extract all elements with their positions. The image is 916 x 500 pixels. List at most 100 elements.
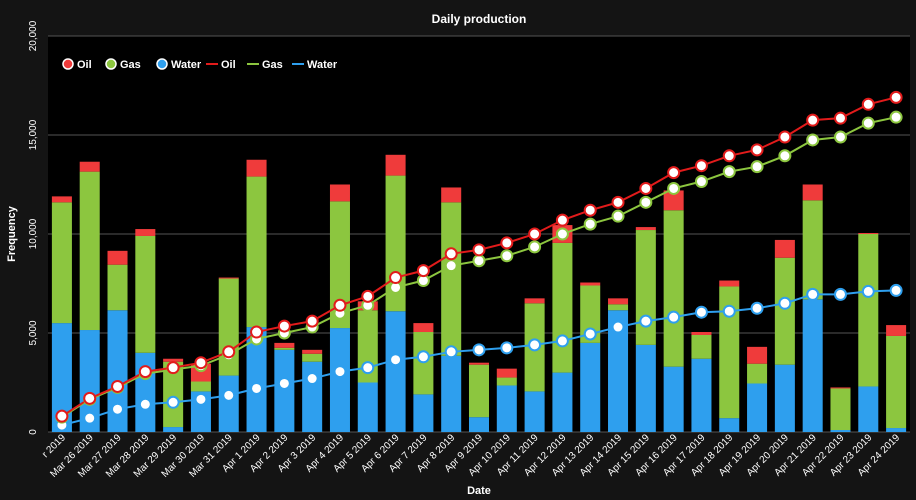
point-oil[interactable] [722,149,736,163]
bar-water[interactable] [635,344,656,432]
point-water[interactable] [389,353,403,367]
bar-gas[interactable] [719,286,740,419]
point-gas[interactable] [806,133,820,147]
point-water[interactable] [333,365,347,379]
bar-water[interactable] [329,328,350,432]
point-water[interactable] [889,283,903,297]
point-oil[interactable] [611,195,625,209]
bar-gas[interactable] [135,235,156,353]
bar-water[interactable] [107,310,128,432]
point-oil[interactable] [889,90,903,104]
point-water[interactable] [528,338,542,352]
point-oil[interactable] [277,319,291,333]
point-gas[interactable] [667,181,681,195]
point-oil[interactable] [750,143,764,157]
point-oil[interactable] [555,213,569,227]
point-gas[interactable] [500,249,514,263]
bar-water[interactable] [580,342,601,432]
point-oil[interactable] [778,130,792,144]
point-gas[interactable] [889,110,903,124]
bar-oil[interactable] [302,349,323,354]
bar-water[interactable] [357,382,378,433]
bar-oil[interactable] [830,387,851,389]
point-water[interactable] [83,411,97,425]
point-gas[interactable] [444,259,458,273]
bar-oil[interactable] [51,196,72,203]
bar-water[interactable] [663,366,684,432]
bar-water[interactable] [886,428,907,432]
bar-oil[interactable] [635,227,656,231]
point-gas[interactable] [583,217,597,231]
bar-gas[interactable] [496,377,517,386]
bar-water[interactable] [830,430,851,432]
legend-label-water[interactable]: Water [171,59,202,71]
legend[interactable]: Oil Gas Water Oil Gas Water [62,58,338,71]
bar-gas[interactable] [552,242,573,373]
legend-label-gas[interactable]: Gas [120,59,141,71]
point-water[interactable] [250,381,264,395]
bar-oil[interactable] [329,184,350,202]
bar-oil[interactable] [719,280,740,287]
point-water[interactable] [555,334,569,348]
bar-gas[interactable] [441,202,462,356]
bar-oil[interactable] [747,346,768,364]
point-water[interactable] [277,376,291,390]
bar-water[interactable] [218,375,239,432]
point-water[interactable] [194,392,208,406]
bar-oil[interactable] [663,190,684,211]
point-oil[interactable] [389,271,403,285]
point-water[interactable] [806,287,820,301]
bar-oil[interactable] [691,332,712,335]
point-water[interactable] [361,361,375,375]
bar-water[interactable] [747,383,768,432]
bar-oil[interactable] [135,229,156,236]
point-oil[interactable] [833,111,847,125]
point-gas[interactable] [611,209,625,223]
legend-marker-gas[interactable] [105,58,117,70]
bar-gas[interactable] [608,304,629,311]
bar-water[interactable] [691,358,712,432]
point-oil[interactable] [472,243,486,257]
bar-gas[interactable] [107,264,128,311]
bar-gas[interactable] [635,230,656,345]
bar-water[interactable] [274,349,295,432]
point-oil[interactable] [111,379,125,393]
bar-gas[interactable] [747,363,768,384]
bar-gas[interactable] [190,381,211,392]
bar-gas[interactable] [274,347,295,350]
bar-water[interactable] [802,299,823,432]
point-oil[interactable] [639,181,653,195]
bar-water[interactable] [51,323,72,432]
bar-oil[interactable] [218,277,239,279]
bar-gas[interactable] [79,171,100,331]
point-gas[interactable] [722,165,736,179]
bar-water[interactable] [719,418,740,432]
point-gas[interactable] [778,149,792,163]
bar-gas[interactable] [580,285,601,343]
bar-gas[interactable] [691,334,712,359]
point-water[interactable] [416,350,430,364]
bar-water[interactable] [135,352,156,432]
point-water[interactable] [833,287,847,301]
point-oil[interactable] [694,159,708,173]
point-oil[interactable] [806,113,820,127]
point-oil[interactable] [416,264,430,278]
bar-gas[interactable] [802,200,823,300]
bar-water[interactable] [441,355,462,432]
bar-oil[interactable] [608,298,629,305]
bar-oil[interactable] [107,250,128,265]
point-gas[interactable] [861,116,875,130]
point-oil[interactable] [194,356,208,370]
point-oil[interactable] [861,97,875,111]
bar-gas[interactable] [663,210,684,367]
point-gas[interactable] [750,160,764,174]
bar-oil[interactable] [441,187,462,203]
point-gas[interactable] [694,175,708,189]
bar-oil[interactable] [858,233,879,234]
legend-label-gas[interactable]: Gas [262,59,283,71]
bar-oil[interactable] [802,184,823,201]
point-water[interactable] [583,327,597,341]
bar-oil[interactable] [79,161,100,172]
point-oil[interactable] [166,361,180,375]
point-oil[interactable] [55,409,69,423]
